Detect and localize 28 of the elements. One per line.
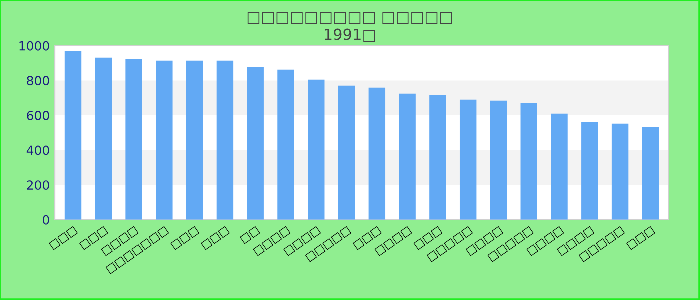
bar [95, 58, 112, 220]
chart-title: □□□□□□□□□ □□□□□ [248, 12, 452, 24]
bar [368, 88, 386, 220]
y-tick-label: 0 [43, 215, 50, 225]
bar [490, 100, 508, 220]
bar [582, 122, 598, 220]
bar [126, 58, 142, 220]
bar [308, 80, 325, 220]
bar [186, 60, 204, 220]
y-tick-label: 200 [27, 180, 50, 190]
bar [551, 114, 568, 220]
chart-subtitle: 1991□ [325, 28, 376, 42]
y-tick-label: 400 [26, 146, 50, 156]
bar [156, 60, 173, 220]
y-tick-label: 800 [27, 76, 50, 86]
bar [460, 100, 477, 220]
y-tick-label: 600 [27, 110, 50, 120]
bar [612, 124, 629, 220]
bar [278, 70, 294, 220]
bar [338, 86, 356, 220]
bar [247, 66, 264, 220]
bar [642, 126, 660, 220]
bar [216, 60, 234, 220]
bar [430, 94, 446, 220]
bar [64, 50, 82, 220]
bar [399, 94, 416, 220]
y-tick-label: 1000 [20, 41, 50, 51]
bar [520, 102, 538, 220]
